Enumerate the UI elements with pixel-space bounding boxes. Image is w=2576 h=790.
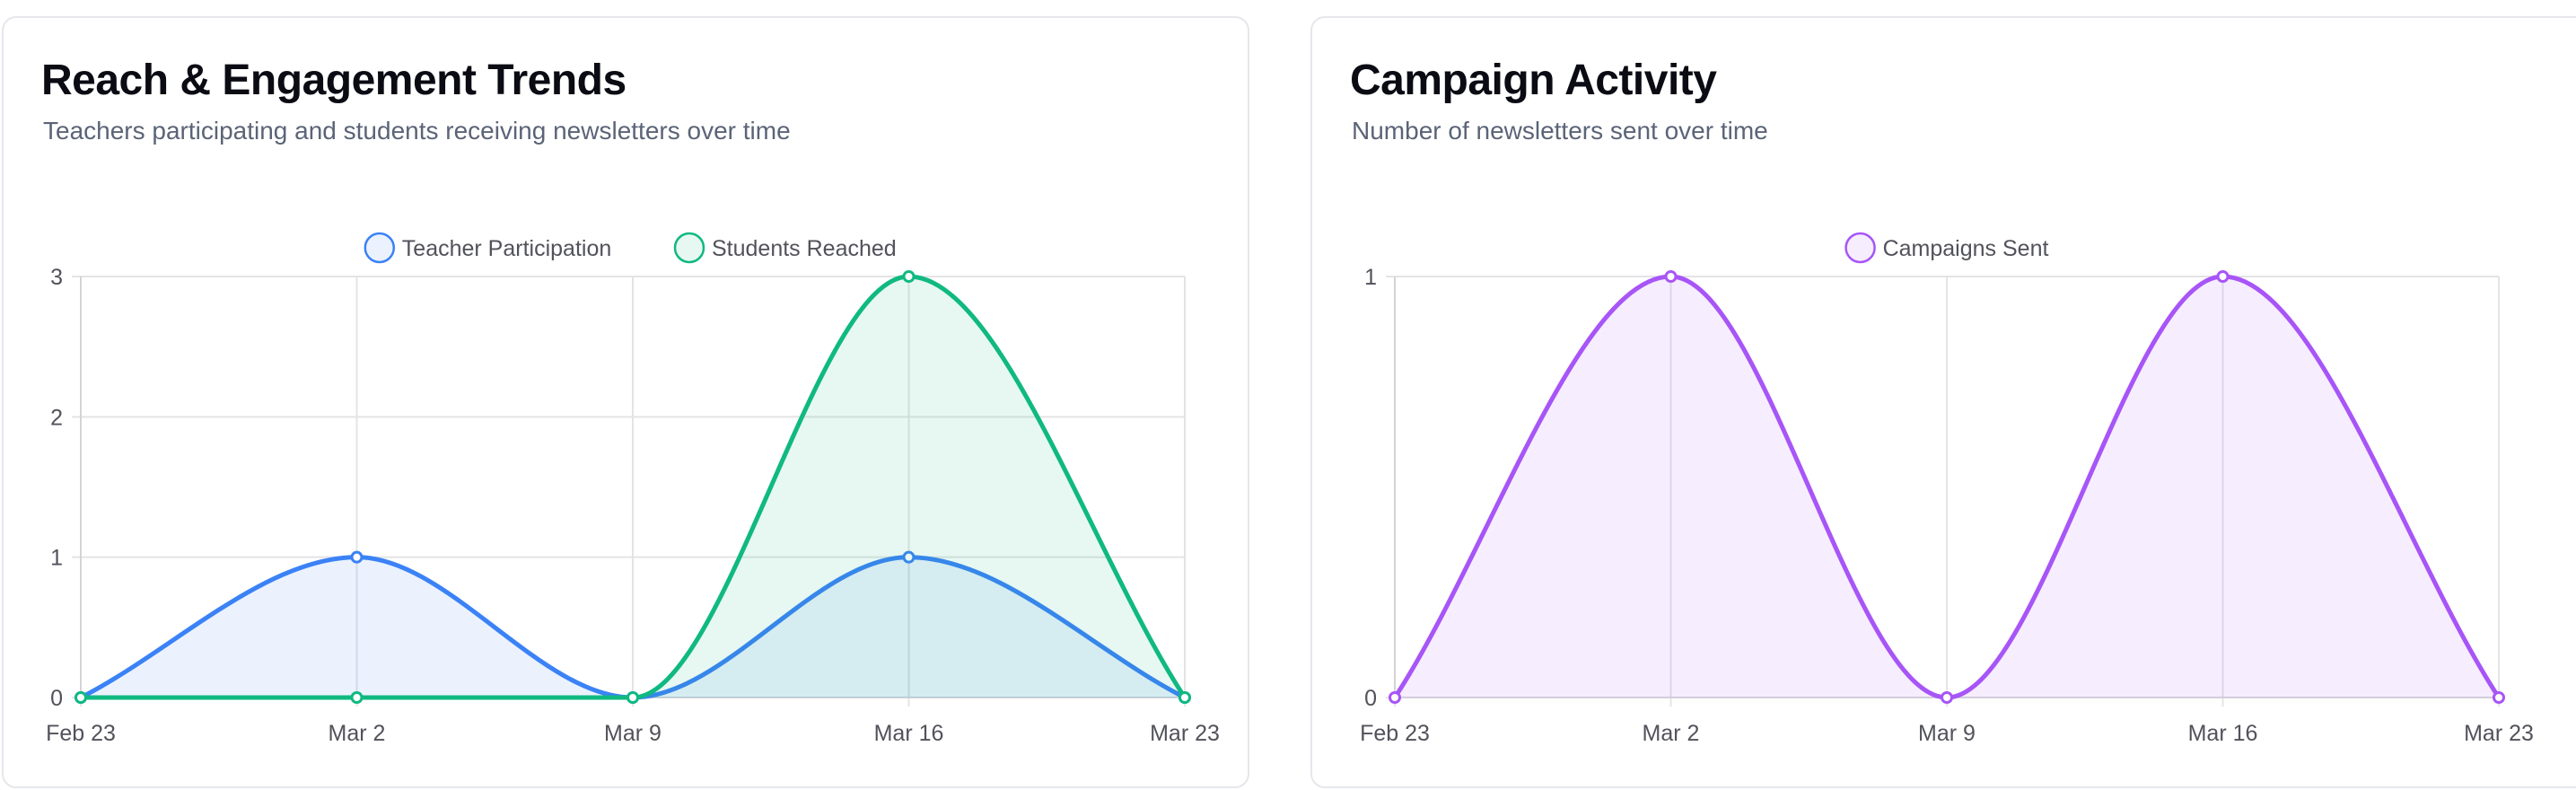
legend-item-teacher-participation[interactable]: Teacher Participation [364, 232, 611, 264]
legend-label: Students Reached [712, 236, 897, 261]
data-point[interactable] [1389, 691, 1401, 704]
legend-label: Campaigns Sent [1883, 236, 2049, 261]
data-point[interactable] [1941, 691, 1953, 704]
campaign-activity-chart: 0 1 Feb 23 Mar 2 Mar 9 Mar 16 Mar 23 Campaigns … [1360, 232, 2534, 746]
y-tick-label: 0 [50, 686, 63, 711]
data-point[interactable] [74, 691, 87, 704]
x-tick-label: Mar 23 [1150, 721, 1220, 746]
x-tick-label: Mar 16 [2188, 721, 2258, 746]
legend: Campaigns Sent [1844, 232, 2049, 264]
x-tick-label: Feb 23 [1360, 721, 1430, 746]
series-area [1395, 276, 2499, 698]
legend: Teacher Participation Students Reached [364, 232, 897, 264]
data-point[interactable] [902, 550, 916, 564]
data-point[interactable] [2216, 270, 2230, 283]
legend-item-campaigns-sent[interactable]: Campaigns Sent [1844, 232, 2049, 264]
legend-item-students-reached[interactable]: Students Reached [673, 232, 897, 264]
x-tick-label: Mar 2 [329, 721, 386, 746]
reach-engagement-chart: 0 1 2 3 Feb 23 Mar 2 Mar 9 Mar 16 Mar 23 Teacher … [46, 232, 1220, 746]
data-point[interactable] [1664, 270, 1678, 283]
data-point[interactable] [626, 691, 639, 704]
x-tick-label: Mar 2 [1643, 721, 1700, 746]
campaign-activity-card: Campaign Activity Number of newsletters … [1310, 16, 2576, 788]
y-tick-label: 3 [50, 265, 63, 290]
legend-swatch [364, 232, 396, 264]
card-subtitle: Number of newsletters sent over time [1352, 117, 1768, 145]
x-tick-label: Mar 9 [1918, 721, 1976, 746]
reach-engagement-card: Reach & Engagement Trends Teachers parti… [2, 16, 1249, 788]
legend-swatch [1844, 232, 1876, 264]
y-tick-label: 1 [50, 546, 63, 571]
card-title: Campaign Activity [1350, 57, 1717, 104]
series-line [81, 274, 1187, 700]
series-campaigns-sent [1389, 270, 2505, 704]
series-area [81, 557, 1185, 698]
x-tick-label: Mar 9 [604, 721, 662, 746]
y-tick-label: 2 [50, 405, 63, 430]
x-tick-label: Mar 23 [2464, 721, 2534, 746]
legend-swatch [673, 232, 705, 264]
card-title: Reach & Engagement Trends [41, 57, 626, 104]
y-tick-label: 1 [1364, 265, 1377, 290]
data-point[interactable] [902, 270, 916, 283]
data-point[interactable] [1178, 691, 1191, 704]
x-tick-label: Feb 23 [46, 721, 116, 746]
series-area [81, 276, 1185, 698]
data-point[interactable] [2493, 691, 2505, 704]
data-point[interactable] [350, 691, 364, 704]
series-students-reached [74, 270, 1191, 704]
data-point[interactable] [350, 550, 364, 564]
card-subtitle: Teachers participating and students rece… [43, 117, 791, 145]
legend-label: Teacher Participation [402, 236, 611, 261]
y-tick-label: 0 [1364, 686, 1377, 711]
x-tick-label: Mar 16 [874, 721, 944, 746]
